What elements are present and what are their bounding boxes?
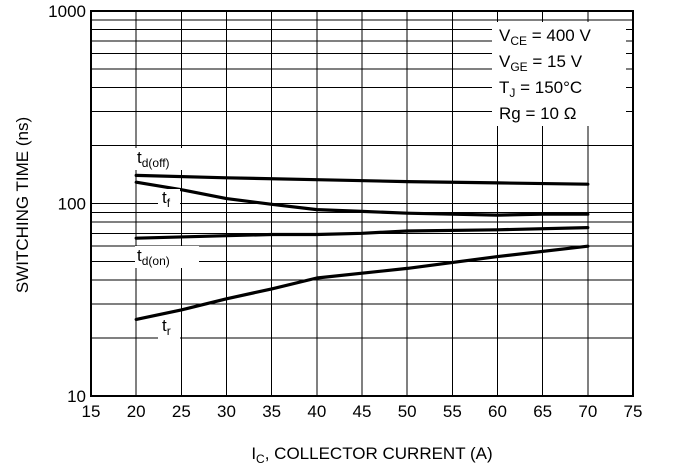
condition-vge-sub: GE: [510, 60, 527, 74]
x-tick-label: 65: [533, 402, 552, 421]
series-label-tdon-sub: d(on): [142, 254, 170, 268]
x-tick-label: 55: [443, 402, 462, 421]
x-tick-labels: 15 20 25 30 35 40 45 50 55 60 65 70 75: [82, 402, 643, 421]
condition-vge-rest: = 15 V: [528, 52, 583, 71]
x-tick-label: 50: [398, 402, 417, 421]
x-tick-label: 20: [127, 402, 146, 421]
x-tick-label: 25: [172, 402, 191, 421]
condition-tj-rest: = 150°C: [515, 78, 582, 97]
series-label-tdoff-sub: d(off): [142, 156, 170, 170]
y-tick-label: 1000: [48, 2, 86, 21]
y-tick-labels: 10 100 1000: [48, 2, 86, 406]
x-tick-label: 45: [353, 402, 372, 421]
condition-rg: Rg = 10 Ω: [499, 104, 576, 123]
y-tick-label: 10: [67, 387, 86, 406]
series-label-tr-sub: r: [167, 324, 171, 338]
x-tick-label: 70: [578, 402, 597, 421]
y-tick-label: 100: [58, 195, 86, 214]
condition-vce-sub: CE: [510, 34, 527, 48]
x-axis-label-sub: C: [256, 452, 265, 466]
y-axis-label: SWITCHING TIME (ns): [13, 117, 32, 293]
x-tick-label: 40: [307, 402, 326, 421]
x-tick-label: 35: [262, 402, 281, 421]
condition-tj-main: T: [499, 78, 509, 97]
x-axis-label: IC, COLLECTOR CURRENT (A): [251, 444, 492, 466]
condition-vge-main: V: [499, 52, 511, 71]
x-tick-label: 30: [217, 402, 236, 421]
condition-vce-main: V: [499, 26, 511, 45]
x-tick-label: 60: [488, 402, 507, 421]
condition-vce-rest: = 400 V: [527, 26, 591, 45]
x-axis-label-rest: , COLLECTOR CURRENT (A): [265, 444, 493, 463]
x-tick-label: 75: [624, 402, 643, 421]
